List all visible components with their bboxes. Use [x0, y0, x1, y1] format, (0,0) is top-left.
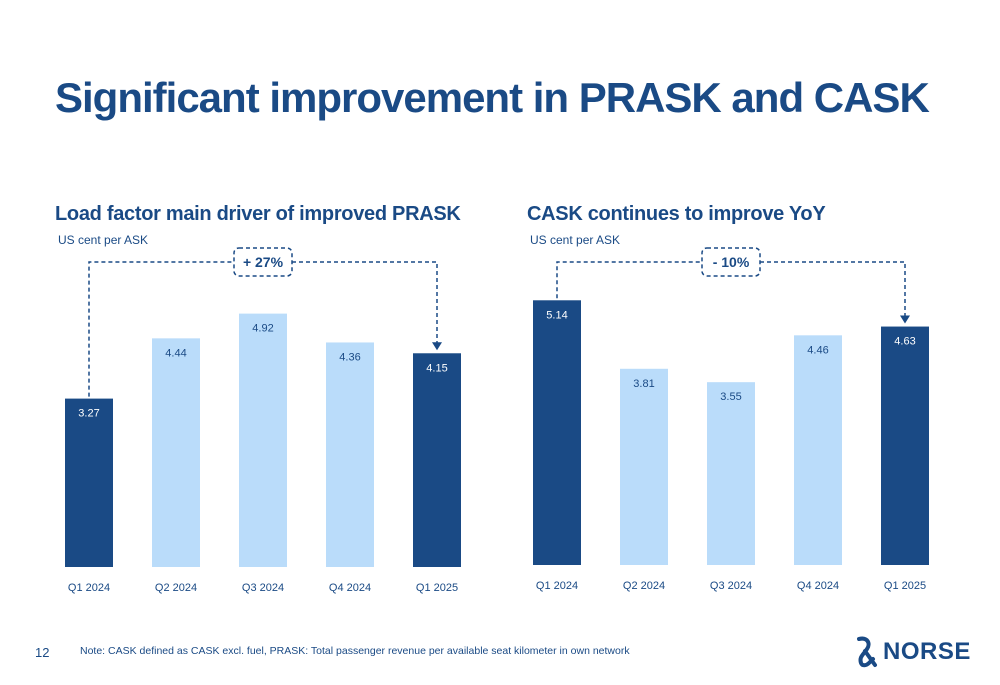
chart-1-data-label-1: 3.27: [78, 408, 99, 420]
chart-1-bar-5: [413, 353, 461, 567]
chart-1-bar-4: [326, 342, 374, 567]
chart-1-annotation-box: [233, 247, 293, 277]
chart-2-data-label-4: 4.46: [807, 344, 828, 356]
chart-2-annotation-box: [701, 247, 761, 277]
chart-2-title: CASK continues to improve YoY: [527, 203, 826, 225]
norse-logo-icon: [857, 636, 877, 668]
chart-2-tick-label-1: Q1 2024: [536, 580, 578, 592]
chart-1-data-label-2: 4.44: [165, 347, 186, 359]
chart-2-annotation-line-left: [556, 261, 702, 299]
chart-2-bar-4: [794, 335, 842, 565]
chart-2-data-label-5: 4.63: [894, 336, 915, 348]
chart-1: 3.27 Q1 2024 4.44 Q2 2024 4.92 Q3 2024 4.36 Q4 …: [65, 247, 461, 594]
norse-logo: NORSE: [853, 635, 971, 669]
chart-1-annotation-text: + 27%: [243, 254, 284, 270]
chart-2-tick-label-3: Q3 2024: [710, 580, 752, 592]
chart-2-annotation-text: - 10%: [713, 254, 750, 270]
page-number: 12: [35, 645, 50, 660]
chart-2-bar-1: [533, 300, 581, 565]
chart-1-annotation-line-right: [292, 261, 438, 344]
chart-2-tick-label-2: Q2 2024: [623, 580, 665, 592]
chart-2-tick-label-5: Q1 2025: [884, 580, 926, 592]
chart-1-tick-label-3: Q3 2024: [242, 582, 284, 594]
chart-1-tick-label-4: Q4 2024: [329, 582, 371, 594]
chart-1-annotation-arrowhead: [432, 342, 442, 351]
chart-2-data-label-3: 3.55: [720, 391, 741, 403]
chart-1-tick-label-5: Q1 2025: [416, 582, 458, 594]
chart-2: 5.14 Q1 2024 3.81 Q2 2024 3.55 Q3 2024 4.46 Q4 …: [533, 247, 929, 592]
page-title: Significant improvement in PRASK and CAS…: [55, 74, 930, 121]
chart-1-data-label-4: 4.36: [339, 351, 360, 363]
chart-1-data-label-3: 4.92: [252, 323, 273, 335]
chart-1-tick-label-1: Q1 2024: [68, 582, 110, 594]
chart-2-data-label-2: 3.81: [633, 378, 654, 390]
norse-logo-text: NORSE: [883, 638, 971, 665]
chart-2-bar-3: [707, 382, 755, 565]
chart-2-data-label-1: 5.14: [546, 309, 567, 321]
chart-2-unit-label: US cent per ASK: [530, 233, 621, 247]
chart-1-annotation-line-left: [88, 261, 234, 397]
chart-1-bar-3: [239, 313, 287, 567]
chart-2-annotation-arrowhead: [900, 315, 910, 324]
chart-2-bar-2: [620, 368, 668, 565]
chart-1-tick-label-2: Q2 2024: [155, 582, 197, 594]
chart-1-unit-label: US cent per ASK: [58, 233, 149, 247]
chart-2-annotation-line-right: [760, 261, 906, 317]
chart-2-bar-5: [881, 326, 929, 565]
chart-1-data-label-5: 4.15: [426, 362, 447, 374]
chart-1-bar-1: [65, 398, 113, 567]
footnote: Note: CASK defined as CASK excl. fuel, P…: [80, 645, 630, 657]
chart-2-tick-label-4: Q4 2024: [797, 580, 839, 592]
chart-1-title: Load factor main driver of improved PRAS…: [55, 203, 461, 225]
chart-1-bar-2: [152, 338, 200, 567]
